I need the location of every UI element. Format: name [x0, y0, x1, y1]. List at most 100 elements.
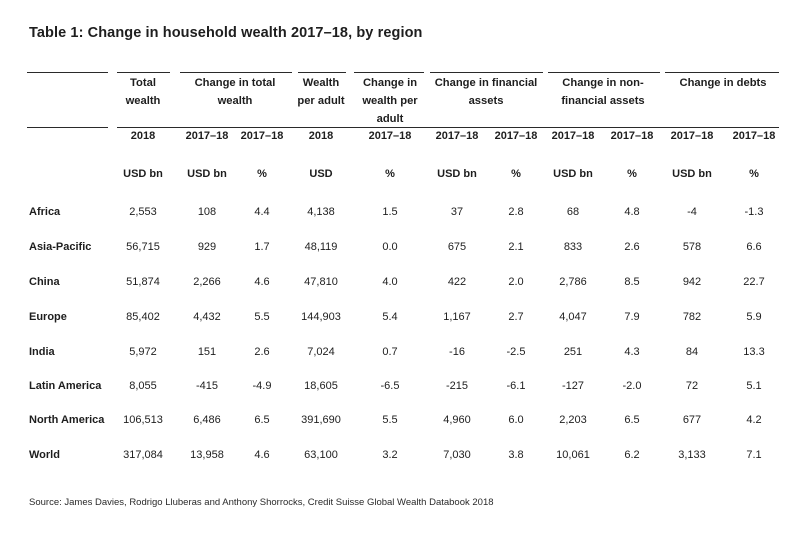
column-year: 2017–18 [670, 130, 714, 142]
column-year: 2017–18 [435, 130, 479, 142]
table-cell: 4.8 [624, 206, 640, 218]
table-cell: 1.7 [254, 241, 270, 253]
table-cell: 7.9 [624, 311, 640, 323]
table-cell: 2,266 [193, 276, 221, 288]
table-cell: 677 [682, 414, 702, 426]
column-year: 2018 [130, 130, 156, 142]
table-cell: 5.5 [254, 311, 270, 323]
column-year: 2017–18 [610, 130, 654, 142]
table-rule [430, 72, 543, 73]
table-cell: 422 [447, 276, 467, 288]
table-rule [354, 72, 424, 73]
table-title: Table 1: Change in household wealth 2017… [29, 25, 423, 41]
table-cell: 5.1 [746, 380, 762, 392]
table-cell: 6,486 [193, 414, 221, 426]
table-cell: 56,715 [126, 241, 160, 253]
table-cell: 942 [682, 276, 702, 288]
table-cell: -4 [687, 206, 697, 218]
column-header: Change in total wealth [194, 77, 276, 107]
table-cell: 13.3 [743, 346, 765, 358]
table-cell: 1,167 [443, 311, 471, 323]
table-cell: 151 [197, 346, 217, 358]
table-cell: -415 [195, 380, 219, 392]
column-unit: USD bn [672, 168, 712, 180]
source-note: Source: James Davies, Rodrigo Lluberas a… [29, 497, 494, 508]
table-rule [354, 127, 424, 128]
table-cell: 675 [447, 241, 467, 253]
table-cell: 4.6 [254, 276, 270, 288]
table-cell: 51,874 [126, 276, 160, 288]
table-cell: 2,786 [559, 276, 587, 288]
column-header: Change in wealth per adult [362, 77, 418, 125]
table-cell: 2.6 [254, 346, 270, 358]
column-year: 2017–18 [732, 130, 776, 142]
table-cell: 929 [197, 241, 217, 253]
table-cell: 1.5 [382, 206, 398, 218]
table-cell: 7.1 [746, 449, 762, 461]
table-cell: -127 [561, 380, 585, 392]
table-cell: 37 [450, 206, 464, 218]
table-cell: 6.6 [746, 241, 762, 253]
column-unit: USD [309, 168, 333, 180]
table-cell: 18,605 [304, 380, 338, 392]
table-cell: 782 [682, 311, 702, 323]
table-rule [665, 72, 779, 73]
table-cell: 2,203 [559, 414, 587, 426]
table-cell: -6.5 [380, 380, 400, 392]
table-cell: 2.8 [508, 206, 524, 218]
table-cell: 4,960 [443, 414, 471, 426]
table-cell: 833 [563, 241, 583, 253]
row-label: World [29, 449, 60, 461]
table-rule [180, 72, 292, 73]
row-label: Europe [29, 311, 67, 323]
column-year: 2017–18 [368, 130, 412, 142]
table-cell: 3,133 [678, 449, 706, 461]
table-cell: 8.5 [624, 276, 640, 288]
table-cell: 106,513 [123, 414, 163, 426]
column-unit: USD bn [553, 168, 593, 180]
table-cell: 85,402 [126, 311, 160, 323]
table-cell: 5.5 [382, 414, 398, 426]
table-cell: 48,119 [304, 241, 338, 253]
column-year: 2017–18 [551, 130, 595, 142]
table-cell: -2.5 [506, 346, 526, 358]
table-cell: 6.2 [624, 449, 640, 461]
table-cell: 10,061 [556, 449, 590, 461]
table-cell: 7,030 [443, 449, 471, 461]
column-unit: % [385, 168, 395, 180]
table-cell: 72 [685, 380, 699, 392]
table-cell: 391,690 [301, 414, 341, 426]
column-header: Change in non-financial assets [561, 77, 645, 107]
row-label: China [29, 276, 60, 288]
table-cell: -4.9 [252, 380, 272, 392]
table-rule [27, 127, 108, 128]
column-header: Change in financial assets [434, 77, 538, 107]
column-year: 2017–18 [494, 130, 538, 142]
row-label: Africa [29, 206, 61, 218]
column-unit: USD bn [187, 168, 227, 180]
table-cell: -16 [449, 346, 465, 358]
table-cell: 4.0 [382, 276, 398, 288]
table-cell: 4,047 [559, 311, 587, 323]
table-cell: 5.9 [746, 311, 762, 323]
table-cell: 3.2 [382, 449, 398, 461]
table-cell: 144,903 [301, 311, 341, 323]
column-year: 2017–18 [185, 130, 229, 142]
table-cell: 8,055 [129, 380, 157, 392]
row-label: Asia-Pacific [29, 241, 92, 253]
table-rule [548, 72, 660, 73]
table-cell: 13,958 [190, 449, 224, 461]
table-cell: 68 [566, 206, 580, 218]
table-cell: 4,138 [307, 206, 335, 218]
table-cell: 3.8 [508, 449, 524, 461]
table-cell: 0.0 [382, 241, 398, 253]
table-cell: 4.6 [254, 449, 270, 461]
column-unit: % [511, 168, 521, 180]
column-unit: USD bn [437, 168, 477, 180]
table-cell: -2.0 [622, 380, 642, 392]
column-header: Wealth per adult [297, 77, 345, 107]
row-label: India [29, 346, 55, 358]
table-cell: 22.7 [743, 276, 765, 288]
table-cell: -1.3 [744, 206, 764, 218]
table-cell: 63,100 [304, 449, 338, 461]
